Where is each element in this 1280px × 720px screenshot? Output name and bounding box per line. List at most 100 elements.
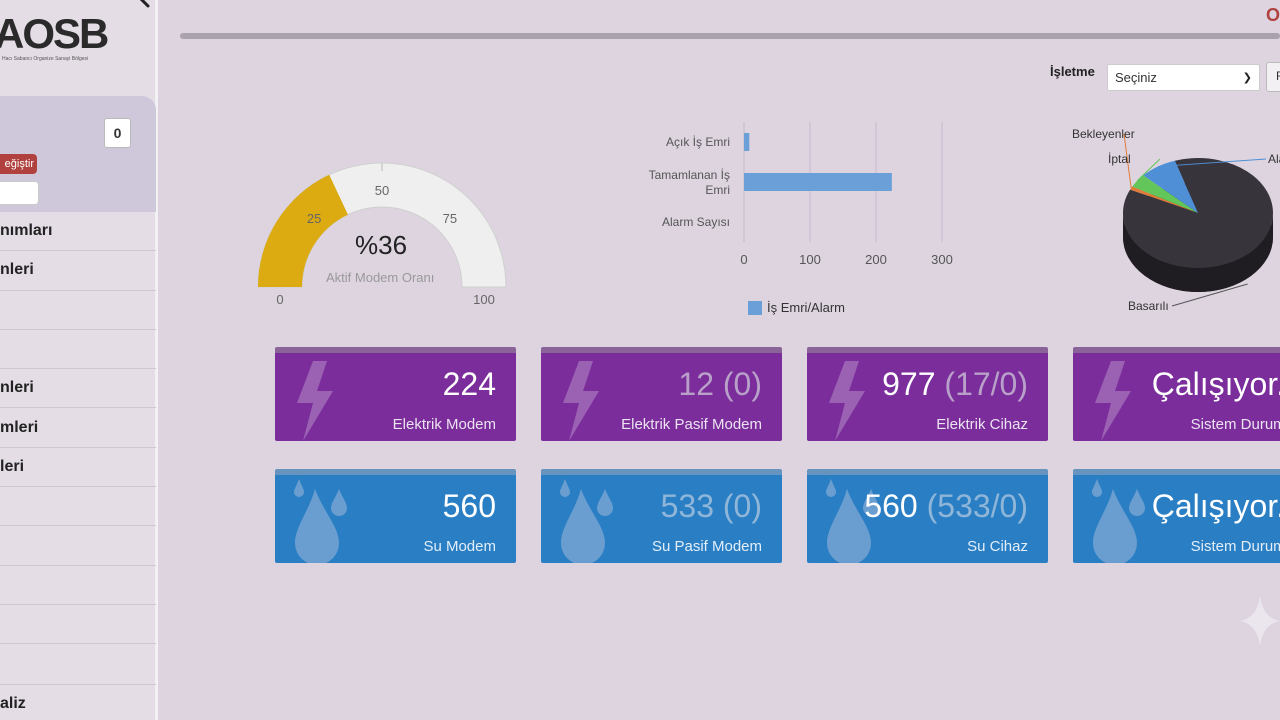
pie-slice[interactable] [1130,186,1198,213]
sidebar-menu-item[interactable]: nımları [0,212,156,252]
sidebar-menu-item[interactable] [0,605,156,645]
bar-tick-labels: 0 100 200 300 [740,252,952,267]
electric-tile[interactable]: Çalışıyor.. Sistem Durumu [1073,347,1280,441]
tile-value: Çalışıyor.. [1152,366,1280,403]
tile-value-main: 560 [442,488,496,524]
tile-value: 560 (533/0) [864,488,1028,525]
x-tick-label: 100 [799,252,821,267]
water-drop-icon [826,479,879,563]
tile-label: Elektrik Modem [392,416,496,433]
sidebar-menu-item[interactable] [0,291,156,330]
sidebar-menu: nımları nleri nleri mleri leri aliz [0,212,156,712]
lightning-icon [563,361,599,441]
bar[interactable] [744,173,892,191]
category-label: Alarm Sayısı [662,215,730,229]
gauge-fill [258,174,348,287]
sidebar-menu-item-analysis[interactable]: aliz [0,684,156,720]
change-button[interactable]: eğiştir [0,154,37,174]
water-tile[interactable]: 560 Su Modem [275,469,516,563]
tile-value-main: 12 (0) [678,366,762,402]
tile-value-main: 977 [882,366,936,402]
x-tick-label: 300 [931,252,953,267]
logo-subtitle: Hacı Sabancı Organize Sanayi Bölgesi [2,56,89,62]
pie-label: Bekleyenler [1072,127,1135,141]
sparkle-icon [1240,596,1280,646]
electric-tile[interactable]: 224 Elektrik Modem [275,347,516,441]
tile-value-main: Çalışıyor.. [1151,366,1280,402]
top-right-link[interactable]: O [1266,5,1280,25]
pie-slice[interactable] [1132,175,1198,213]
tile-value-main: 560 [864,488,918,524]
pie-slice[interactable] [1143,160,1198,213]
sidebar-menu-item[interactable] [0,487,156,527]
tile-value: 560 [443,488,496,525]
logo-text: AOSB [0,10,109,57]
pin-icon[interactable] [136,0,150,10]
sidebar-input[interactable] [0,181,39,205]
electric-tile[interactable]: 977 (17/0) Elektrik Cihaz [807,347,1048,441]
gauge-label: Aktif Modem Oranı [326,270,435,285]
sidebar-menu-item[interactable] [0,330,156,370]
pie-label-line [1136,158,1161,182]
pie-labels: Basarılı Bekleyenler İptal Ala [1072,127,1280,313]
water-drop-icon [1092,479,1145,563]
tile-value-extra: (533/0) [926,488,1028,524]
tile-value: Çalışıyor.. [1152,488,1280,525]
sidebar-menu-item[interactable] [0,526,156,566]
sidebar-menu-item[interactable]: leri [0,448,156,488]
tile-value-main: 224 [442,366,496,402]
category-label: Tamamlanan İş Emri [649,168,730,197]
tile-label: Elektrik Cihaz [936,416,1028,433]
water-drop-icon [294,479,347,563]
gauge-tick-label: 25 [307,211,321,226]
active-modem-gauge: 25 50 75 0 100 [257,162,507,307]
legend-label: İş Emri/Alarm [767,300,845,315]
business-filter-label: İşletme [1050,64,1095,79]
pie-label: Ala [1268,152,1280,166]
sidebar-menu-item[interactable]: nleri [0,369,156,409]
lightning-icon [1095,361,1131,441]
lightning-icon [829,361,865,441]
gauge-min-label: 0 [276,292,283,307]
tile-label: Sistem Durumu [1190,538,1280,555]
legend-swatch [748,300,762,315]
tile-label: Su Cihaz [967,538,1028,555]
business-select-value: Seçiniz [1115,70,1157,85]
tile-label: Su Modem [423,538,496,555]
sidebar-menu-item[interactable]: mleri [0,408,156,448]
notification-count-badge[interactable]: 0 [104,118,131,148]
gauge-tick-label: 50 [375,183,389,198]
tile-value: 224 [443,366,496,403]
logo[interactable]: AOSB Hacı Sabancı Organize Sanayi Bölges… [0,10,110,63]
x-tick-label: 200 [865,252,887,267]
bar-legend[interactable]: İş Emri/Alarm [748,300,845,315]
pie-label-line [1157,158,1267,168]
water-tile[interactable]: 560 (533/0) Su Cihaz [807,469,1048,563]
filter-button[interactable]: F [1266,62,1280,92]
sidebar-menu-item[interactable] [0,566,156,605]
work-order-bar-chart: Açık İş Emri Tamamlanan İş Emri Alarm Sayıs… [649,122,953,267]
category-label: Açık İş Emri [666,135,730,149]
chevron-down-icon: ❯ [1242,72,1252,84]
tile-value-main: Çalışıyor.. [1151,488,1280,524]
bar-category-labels: Açık İş Emri Tamamlanan İş Emri Alarm Sayıs… [649,135,730,229]
gauge-value: %36 [355,230,408,260]
pie-label: Basarılı [1128,299,1169,313]
bar[interactable] [744,133,750,151]
tile-value-main: 533 (0) [660,488,762,524]
pie-label-line [1123,133,1132,189]
sidebar-menu-item[interactable]: nleri [0,251,156,291]
tile-value: 977 (17/0) [882,366,1028,403]
water-drop-icon [560,479,613,563]
tile-value: 12 (0) [678,366,762,403]
water-tile[interactable]: Çalışıyor.. Sistem Durumu [1073,469,1280,563]
pie-body [1123,158,1273,292]
water-tile[interactable]: 533 (0) Su Pasif Modem [541,469,782,563]
business-select[interactable]: Seçiniz ❯ [1107,64,1260,91]
x-tick-label: 0 [740,252,747,267]
electric-tile[interactable]: 12 (0) Elektrik Pasif Modem [541,347,782,441]
tile-value: 533 (0) [661,488,762,525]
tile-value-extra: (17/0) [944,366,1028,402]
lightning-icon [297,361,333,441]
status-pie-chart: Basarılı Bekleyenler İptal Ala [1072,127,1280,313]
